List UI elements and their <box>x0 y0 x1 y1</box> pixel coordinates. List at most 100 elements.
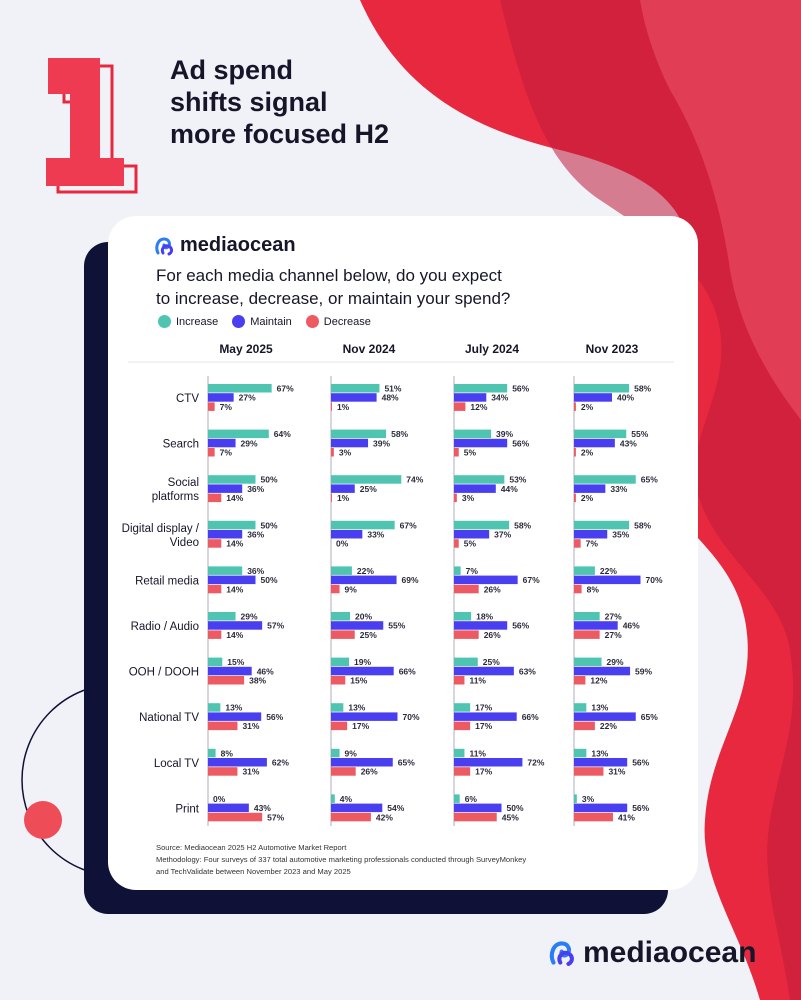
data-label-decrease: 1% <box>337 402 350 412</box>
data-label-increase: 29% <box>607 657 624 667</box>
bar-maintain <box>454 484 496 493</box>
bar-increase <box>208 612 236 621</box>
bar-decrease <box>454 676 465 685</box>
data-label-increase: 22% <box>600 566 617 576</box>
bar-maintain <box>574 803 628 813</box>
data-label-decrease: 12% <box>590 676 607 686</box>
data-label-maintain: 33% <box>367 530 384 540</box>
bar-increase <box>331 520 395 530</box>
data-label-maintain: 56% <box>266 712 283 722</box>
chart-footer: Source: Mediaocean 2025 H2 Automotive Ma… <box>156 842 526 878</box>
data-label-maintain: 46% <box>623 621 640 631</box>
legend-label-increase: Increase <box>176 315 219 328</box>
data-label-decrease: 2% <box>581 402 594 412</box>
bar-increase <box>208 520 256 530</box>
bar-decrease <box>454 630 479 639</box>
bar-increase <box>331 429 387 439</box>
data-label-decrease: 14% <box>226 493 243 503</box>
panel-header: May 2025 <box>219 342 273 356</box>
data-label-decrease: 17% <box>475 721 492 731</box>
dark-red-wave-shape <box>500 0 801 1000</box>
data-label-increase: 53% <box>509 475 526 485</box>
bar-maintain <box>208 438 236 448</box>
bar-maintain <box>574 484 606 493</box>
data-label-decrease: 14% <box>226 584 243 594</box>
bar-decrease <box>331 630 355 639</box>
bar-increase <box>574 566 595 575</box>
bar-decrease <box>331 402 332 411</box>
chart-card <box>108 216 698 890</box>
bar-decrease <box>331 721 348 731</box>
number-one-fill <box>46 58 124 186</box>
data-label-decrease: 14% <box>226 539 243 549</box>
bar-increase <box>208 566 243 575</box>
data-label-increase: 58% <box>634 520 651 530</box>
data-label-increase: 25% <box>483 657 500 667</box>
data-label-maintain: 57% <box>267 621 284 631</box>
data-label-maintain: 50% <box>261 575 278 585</box>
bar-increase <box>208 703 221 712</box>
bar-maintain <box>574 393 612 402</box>
category-label: National TV <box>139 712 199 724</box>
question-line-2: to increase, decrease, or maintain your … <box>156 289 511 308</box>
data-label-increase: 19% <box>354 657 371 667</box>
data-label-increase: 58% <box>514 520 531 530</box>
bar-increase <box>454 566 461 575</box>
title-line-1: Ad spend <box>170 55 294 85</box>
bar-maintain <box>331 712 398 721</box>
bar-decrease <box>331 493 332 503</box>
data-label-increase: 74% <box>406 475 423 485</box>
data-label-maintain: 27% <box>239 393 256 403</box>
bar-maintain <box>208 712 262 721</box>
bar-decrease <box>454 448 459 457</box>
bar-maintain <box>331 484 355 493</box>
data-label-decrease: 27% <box>605 630 622 640</box>
bar-maintain <box>454 803 502 813</box>
category-label: Radio / Audio <box>131 621 199 633</box>
data-label-decrease: 3% <box>339 448 352 458</box>
data-label-increase: 3% <box>582 794 595 804</box>
data-label-maintain: 29% <box>241 438 258 448</box>
data-label-decrease: 57% <box>267 812 284 822</box>
bar-increase <box>331 748 340 758</box>
bar-increase <box>331 703 344 712</box>
data-label-maintain: 70% <box>646 575 663 585</box>
data-label-increase: 58% <box>634 384 651 394</box>
data-label-decrease: 12% <box>470 402 487 412</box>
data-label-decrease: 1% <box>337 493 350 503</box>
bar-increase <box>331 657 350 667</box>
chart-question: For each media channel below, do you exp… <box>156 264 510 310</box>
bar-decrease <box>454 721 471 731</box>
data-label-increase: 51% <box>384 384 401 394</box>
category-label: Video <box>170 537 199 549</box>
data-label-maintain: 34% <box>491 393 508 403</box>
data-label-maintain: 46% <box>257 666 274 676</box>
data-label-increase: 9% <box>345 748 358 758</box>
mediaocean-logo-icon <box>155 236 173 255</box>
data-label-maintain: 63% <box>519 666 536 676</box>
data-label-decrease: 41% <box>618 812 635 822</box>
data-label-maintain: 35% <box>612 530 629 540</box>
data-label-increase: 65% <box>641 475 658 485</box>
data-label-decrease: 15% <box>350 676 367 686</box>
bar-increase <box>208 657 223 667</box>
bar-decrease <box>208 539 222 548</box>
data-label-maintain: 56% <box>632 803 649 813</box>
data-label-maintain: 39% <box>373 438 390 448</box>
bar-increase <box>331 566 352 575</box>
bar-increase <box>208 475 256 484</box>
bar-increase <box>331 384 380 393</box>
bar-increase <box>331 475 402 484</box>
data-label-decrease: 11% <box>469 676 486 686</box>
bar-maintain <box>331 575 397 585</box>
bar-maintain <box>331 530 363 539</box>
bar-increase <box>454 429 492 439</box>
bar-decrease <box>454 402 466 411</box>
data-label-maintain: 66% <box>399 666 416 676</box>
data-label-maintain: 50% <box>507 803 524 813</box>
data-label-decrease: 42% <box>376 812 393 822</box>
legend-item-increase: Increase <box>158 315 218 328</box>
data-label-maintain: 56% <box>512 438 529 448</box>
data-label-maintain: 65% <box>398 758 415 768</box>
data-label-maintain: 69% <box>402 575 419 585</box>
